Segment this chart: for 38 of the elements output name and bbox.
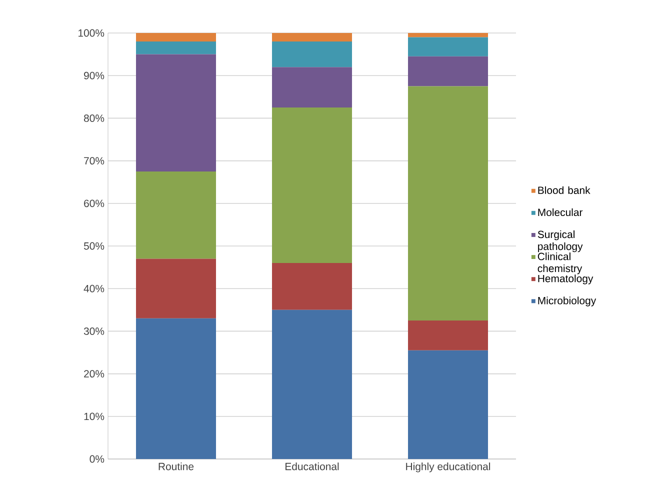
y-tick-label: 90% xyxy=(84,72,104,80)
y-tick-label: 0% xyxy=(90,455,104,463)
bar xyxy=(408,56,488,86)
y-tick-label: 70% xyxy=(84,157,104,165)
bar xyxy=(272,263,352,310)
bar xyxy=(136,318,216,459)
bar xyxy=(272,32,352,42)
legend-label: Molecular xyxy=(538,208,583,216)
bar xyxy=(136,171,216,259)
bar xyxy=(408,350,488,459)
bar xyxy=(136,32,216,42)
legend-label: Surgical pathology xyxy=(538,230,583,252)
bar xyxy=(408,32,488,38)
x-tick-label: Educational xyxy=(286,462,339,470)
bar xyxy=(408,37,488,56)
y-tick-label: 100% xyxy=(78,29,104,37)
legend-label: Clinical chemistry xyxy=(538,252,582,274)
legend-label: Microbiology xyxy=(538,296,596,306)
x-tick-label: Highly educational xyxy=(406,462,490,472)
y-tick-label: 10% xyxy=(84,412,104,420)
legend-label: Hematology xyxy=(538,274,594,284)
x-tick-label: Routine xyxy=(158,462,194,470)
bar xyxy=(408,86,488,321)
bar xyxy=(272,108,352,264)
y-tick-label: 20% xyxy=(84,370,104,378)
legend-label: Blood bank xyxy=(538,186,590,194)
y-tick-label: 30% xyxy=(84,328,104,335)
bar xyxy=(408,320,488,350)
y-tick-label: 40% xyxy=(84,284,104,292)
bar xyxy=(136,42,216,54)
bar xyxy=(136,258,216,318)
bar xyxy=(272,310,352,459)
y-tick-label: 80% xyxy=(84,114,104,122)
bar xyxy=(272,67,352,108)
y-tick-label: 60% xyxy=(84,200,104,208)
bar xyxy=(272,42,352,68)
bar xyxy=(136,54,216,172)
y-tick-label: 50% xyxy=(84,242,104,250)
